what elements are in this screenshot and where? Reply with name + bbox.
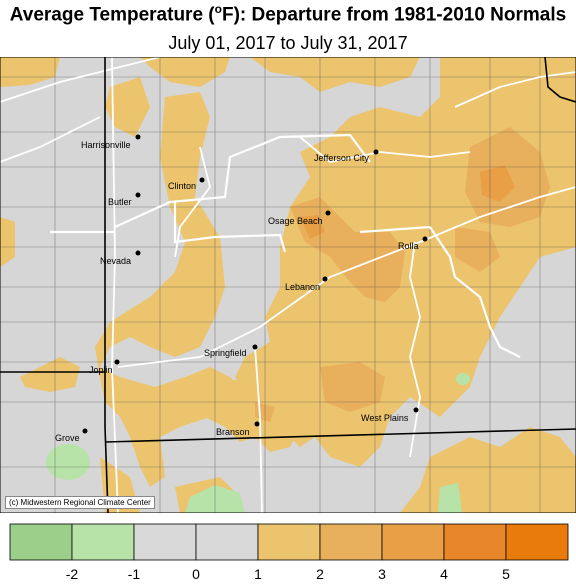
city-dot-nevada xyxy=(135,250,141,256)
city-label-nevada: Nevada xyxy=(100,256,131,266)
city-dot-west-plains xyxy=(413,407,419,413)
legend-swatch xyxy=(443,523,507,561)
city-dot-rolla xyxy=(422,236,428,242)
city-label-rolla: Rolla xyxy=(398,241,419,251)
city-label-butler: Butler xyxy=(108,197,132,207)
city-label-jefferson-city: Jefferson City xyxy=(314,153,369,163)
city-dot-grove xyxy=(82,428,88,434)
legend-tick-label: 3 xyxy=(378,566,386,582)
city-dot-springfield xyxy=(252,344,258,350)
city-markers: Harrisonville Clinton Butler Nevada Jeff… xyxy=(55,134,428,443)
legend-swatch xyxy=(319,523,383,561)
city-dot-clinton xyxy=(199,177,205,183)
legend-tick-label: 0 xyxy=(192,566,200,582)
temperature-departure-map: Harrisonville Clinton Butler Nevada Jeff… xyxy=(0,57,576,513)
legend-swatch xyxy=(505,523,569,561)
credit-label: (c) Midwestern Regional Climate Center xyxy=(5,496,155,509)
city-label-lebanon: Lebanon xyxy=(285,282,320,292)
city-label-springfield: Springfield xyxy=(204,348,247,358)
city-label-joplin: Joplin xyxy=(89,365,113,375)
legend-swatch xyxy=(133,523,197,561)
city-label-west-plains: West Plains xyxy=(361,413,409,423)
city-label-grove: Grove xyxy=(55,433,80,443)
color-legend: -2 -1 0 1 2 3 4 5 xyxy=(9,523,569,582)
legend-swatch xyxy=(381,523,445,561)
legend-tick-label: -2 xyxy=(66,566,79,582)
legend-swatch xyxy=(257,523,321,561)
legend-swatch xyxy=(195,523,259,561)
city-dot-jefferson-city xyxy=(373,149,379,155)
city-dot-osage-beach xyxy=(325,210,331,216)
city-dot-butler xyxy=(135,192,141,198)
city-dot-joplin xyxy=(114,359,120,365)
city-label-harrisonville: Harrisonville xyxy=(81,140,131,150)
city-label-osage-beach: Osage Beach xyxy=(268,216,323,226)
legend-swatch xyxy=(9,523,73,561)
city-label-clinton: Clinton xyxy=(168,181,196,191)
map-subtitle: July 01, 2017 to July 31, 2017 xyxy=(168,33,408,53)
legend-tick-label: 4 xyxy=(440,566,448,582)
legend-tick-label: 2 xyxy=(316,566,324,582)
city-label-branson: Branson xyxy=(216,427,250,437)
city-dot-lebanon xyxy=(322,276,328,282)
city-dot-branson xyxy=(254,421,260,427)
legend-swatch xyxy=(71,523,135,561)
legend-tick-label: -1 xyxy=(128,566,141,582)
city-dot-harrisonville xyxy=(135,134,141,140)
map-title: Average Temperature (oF): Departure from… xyxy=(9,2,567,26)
legend-tick-label: 1 xyxy=(254,566,262,582)
legend-tick-label: 5 xyxy=(502,566,510,582)
